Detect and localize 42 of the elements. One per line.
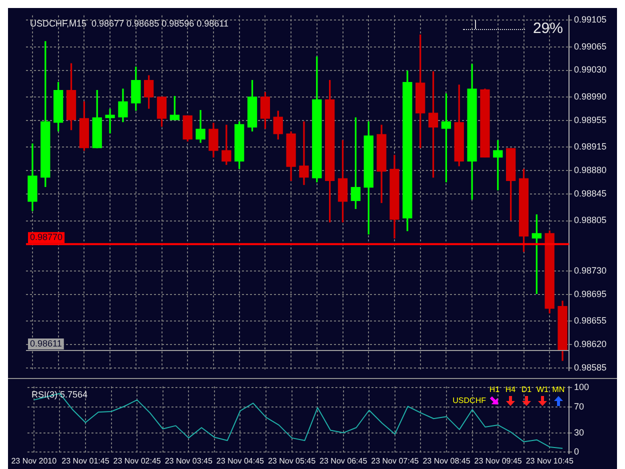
y-tick-label: 0.98805 xyxy=(574,215,607,226)
y-tick-label: 0.98585 xyxy=(574,362,607,372)
annotation: MN xyxy=(552,385,565,395)
y-tick-label: 0 xyxy=(574,446,580,457)
x-tick-label: 23 Nov 05:45 xyxy=(268,456,316,466)
x-tick-label: 23 Nov 03:45 xyxy=(164,456,213,466)
x-tick-label: 23 Nov 09:45 xyxy=(474,456,522,466)
y-tick-label: 0.99030 xyxy=(574,64,607,75)
x-tick-label: 23 Nov 04:45 xyxy=(216,456,265,466)
y-tick-label: 0.98655 xyxy=(574,316,607,326)
x-tick-label: 23 Nov 01:45 xyxy=(62,456,110,466)
candlestick xyxy=(299,121,309,185)
x-tick-label: 23 Nov 06:45 xyxy=(320,456,368,466)
ref-line-label: 0.98611 xyxy=(30,338,62,349)
chart-title: USDCHF,M15 0.98677 0.98685 0.98596 0.98611 xyxy=(30,18,228,28)
x-tick-label: 23 Nov 02:45 xyxy=(113,456,162,466)
y-tick-label: 0.99065 xyxy=(574,41,607,52)
y-tick-label: 70 xyxy=(574,402,584,412)
chart-title: RSI(3) 5.7564 xyxy=(31,389,88,400)
y-tick-label: 0.98915 xyxy=(574,142,607,152)
x-tick-label: 23 Nov 07:45 xyxy=(371,456,420,466)
y-tick-label: 0.98880 xyxy=(574,165,607,176)
annotation: 29% xyxy=(532,20,563,38)
ref-line-label: 0.98770 xyxy=(30,232,63,242)
y-tick-label: 0.98620 xyxy=(574,338,607,349)
x-tick-label: 23 Nov 2010 xyxy=(11,456,58,466)
x-tick-label: 23 Nov 10:45 xyxy=(526,456,574,466)
y-tick-label: 0.98955 xyxy=(574,114,607,125)
y-tick-label: 0.98990 xyxy=(574,91,607,102)
annotation: W1 xyxy=(536,385,548,395)
y-tick-label: 0.98730 xyxy=(574,265,607,276)
annotation: USDCHF xyxy=(452,396,486,406)
y-tick-label: 0.98695 xyxy=(574,288,607,299)
y-tick-label: 0.99105 xyxy=(574,14,607,25)
candlestick xyxy=(105,108,115,134)
y-tick-label: 30 xyxy=(574,427,584,438)
annotation: H4 xyxy=(505,385,516,395)
annotation: H1 xyxy=(489,385,500,395)
x-tick-label: 23 Nov 08:45 xyxy=(422,456,471,466)
annotation: D1 xyxy=(521,385,532,395)
y-tick-label: 100 xyxy=(574,382,590,392)
y-tick-label: 0.98845 xyxy=(574,188,607,198)
